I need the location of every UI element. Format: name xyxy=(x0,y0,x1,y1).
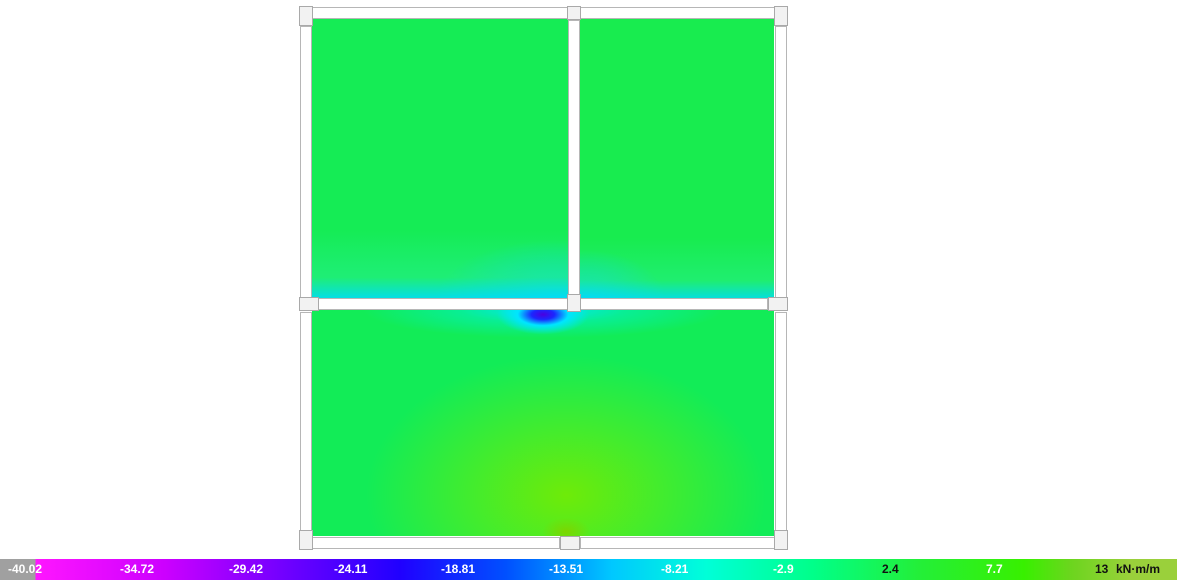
legend-tick: -40.02 xyxy=(8,562,42,577)
column-middle-center[interactable] xyxy=(567,294,581,312)
beam-center-vertical[interactable] xyxy=(568,20,580,296)
beam-left-upper[interactable] xyxy=(300,26,312,298)
legend-tick: 2.4 xyxy=(882,562,899,577)
beam-middle-left[interactable] xyxy=(318,298,569,310)
legend-tick: -2.9 xyxy=(773,562,794,577)
column-middle-right[interactable] xyxy=(768,297,788,311)
column-bottom-center[interactable] xyxy=(560,536,580,550)
beam-top-left[interactable] xyxy=(312,7,570,19)
beam-right-upper[interactable] xyxy=(775,26,787,298)
model-viewport[interactable] xyxy=(0,0,1177,558)
beam-left-lower[interactable] xyxy=(300,312,312,532)
column-bottom-left[interactable] xyxy=(299,530,313,550)
legend-tick: 13 xyxy=(1095,562,1108,577)
legend-unit: kN·m/m xyxy=(1116,562,1160,577)
column-top-right[interactable] xyxy=(774,6,788,26)
legend-tick: -34.72 xyxy=(120,562,154,577)
legend-tick: -29.42 xyxy=(229,562,263,577)
beam-bottom-right[interactable] xyxy=(580,537,775,549)
legend-tick: -8.21 xyxy=(661,562,688,577)
column-middle-left[interactable] xyxy=(299,297,319,311)
column-top-center[interactable] xyxy=(567,6,581,20)
legend-tick: -18.81 xyxy=(441,562,475,577)
slab-panel-bottom xyxy=(312,310,774,536)
slab-panel-top-left xyxy=(312,18,568,300)
beam-right-lower[interactable] xyxy=(775,312,787,532)
beam-bottom-left[interactable] xyxy=(312,537,560,549)
color-scale-legend: -40.02 -34.72 -29.42 -24.11 -18.81 -13.5… xyxy=(0,559,1177,580)
legend-tick: -24.11 xyxy=(334,562,367,577)
slab-panel-top-right xyxy=(580,18,774,300)
beam-middle-right[interactable] xyxy=(580,298,768,310)
column-top-left[interactable] xyxy=(299,6,313,26)
column-bottom-right[interactable] xyxy=(774,530,788,550)
beam-top-right[interactable] xyxy=(580,7,775,19)
legend-tick: 7.7 xyxy=(986,562,1003,577)
legend-tick: -13.51 xyxy=(549,562,583,577)
